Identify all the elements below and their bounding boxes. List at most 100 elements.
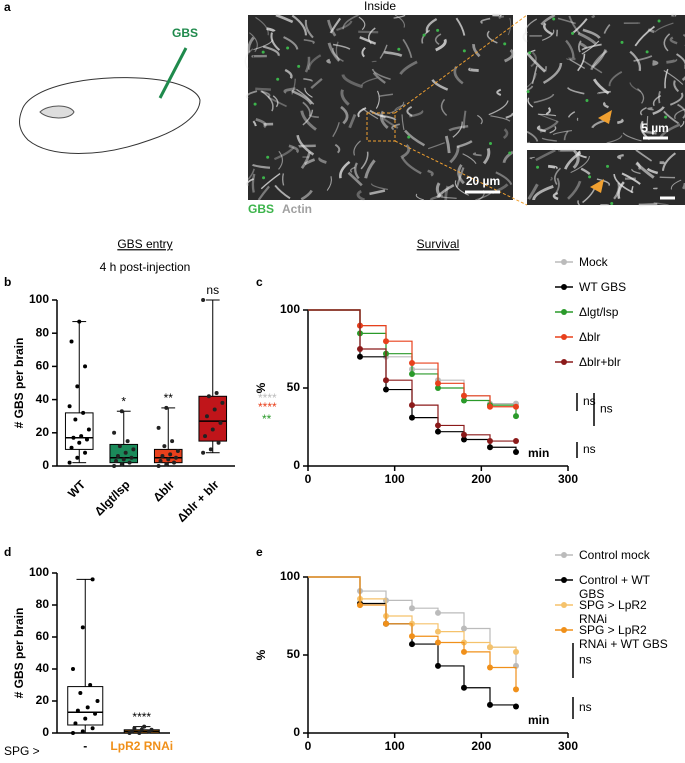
texture-stroke (526, 85, 534, 92)
texture-stroke (608, 70, 623, 87)
texture-stroke (670, 179, 682, 190)
texture-stroke (372, 71, 386, 84)
data-point (214, 390, 219, 395)
data-point (513, 648, 519, 655)
texture-stroke (581, 40, 600, 55)
texture-stroke (480, 17, 491, 24)
legend-swatch (555, 359, 573, 365)
data-point (513, 703, 519, 710)
texture-stroke (455, 167, 465, 188)
texture-stroke (569, 58, 586, 69)
texture-stroke (457, 163, 465, 185)
data-point (93, 711, 98, 716)
texture-stroke (449, 146, 460, 164)
data-point (75, 384, 80, 389)
texture-stroke (436, 184, 455, 199)
texture-stroke (266, 27, 276, 33)
legend-label: Δblr (579, 330, 601, 344)
texture-stroke (663, 110, 680, 125)
data-point (357, 602, 363, 609)
data-point (435, 428, 441, 435)
data-point (435, 628, 441, 635)
texture-dot (528, 51, 532, 55)
legend-entry: Δblr (555, 330, 673, 344)
texture-stroke (300, 151, 311, 169)
data-point (83, 716, 88, 721)
texture-stroke (245, 90, 258, 100)
texture-stroke (334, 143, 341, 154)
texture-stroke (495, 171, 513, 186)
data-point (121, 457, 126, 462)
section-header: GBS entry (117, 237, 172, 251)
significance: **** (132, 710, 151, 724)
data-point (125, 439, 130, 444)
x-tick-label: - (83, 739, 87, 753)
y-tick-label: 40 (36, 392, 50, 406)
texture-stroke (577, 200, 580, 206)
legend-label: Control mock (579, 548, 650, 562)
texture-stroke (452, 121, 463, 138)
x-tick-label: 200 (471, 472, 491, 486)
data-point (75, 455, 80, 460)
data-point (156, 464, 161, 468)
texture-stroke (529, 156, 535, 160)
texture-stroke (375, 90, 380, 109)
texture-stroke (350, 166, 356, 173)
texture-stroke (577, 53, 586, 72)
arrowhead (598, 110, 612, 124)
texture-stroke (415, 193, 425, 201)
significance: * (121, 394, 126, 408)
texture-dot (503, 42, 507, 46)
texture-stroke (629, 82, 642, 93)
texture-stroke (666, 58, 678, 64)
texture-stroke (249, 32, 258, 53)
texture-stroke (502, 150, 514, 164)
texture-stroke (526, 73, 537, 88)
texture-stroke (490, 115, 511, 122)
legend-label: Mock (579, 255, 608, 269)
texture-stroke (326, 58, 332, 64)
texture-stroke (647, 107, 654, 111)
data-point (112, 464, 117, 468)
legend-swatch (555, 259, 573, 265)
texture-stroke (647, 28, 655, 34)
texture-stroke (544, 66, 548, 72)
x-tick-label: Δlgt/lsp (92, 478, 133, 519)
data-point (435, 639, 441, 646)
texture-stroke (291, 78, 296, 95)
texture-stroke (357, 107, 367, 118)
texture-stroke (288, 144, 299, 154)
significance: ns (600, 402, 613, 416)
texture-stroke (522, 30, 529, 43)
texture-stroke (455, 17, 466, 36)
texture-stroke (255, 16, 269, 36)
data-point (461, 684, 467, 691)
texture-stroke (527, 183, 539, 200)
data-point (86, 427, 91, 432)
texture-stroke (681, 65, 685, 82)
data-point (137, 731, 142, 735)
texture-stroke (391, 123, 401, 131)
texture-stroke (431, 79, 449, 91)
data-point (85, 705, 90, 710)
data-point (220, 400, 225, 405)
data-point (156, 425, 161, 430)
texture-stroke (364, 159, 376, 179)
texture-stroke (590, 50, 608, 71)
texture-stroke (532, 184, 554, 201)
texture-stroke (554, 167, 562, 185)
data-point (201, 450, 206, 455)
legend-label: Δblr+blr (579, 355, 621, 369)
texture-stroke (555, 177, 560, 194)
texture-stroke (358, 30, 379, 34)
x-prefix-label: SPG > (4, 744, 40, 758)
texture-dot (657, 19, 661, 23)
texture-stroke (393, 14, 406, 19)
panel-label: c (256, 275, 263, 289)
texture-stroke (304, 19, 314, 39)
texture-stroke (454, 180, 469, 196)
legend-entry: Δlgt/lsp (555, 305, 673, 319)
texture-stroke (361, 46, 366, 58)
texture-stroke (661, 152, 677, 171)
